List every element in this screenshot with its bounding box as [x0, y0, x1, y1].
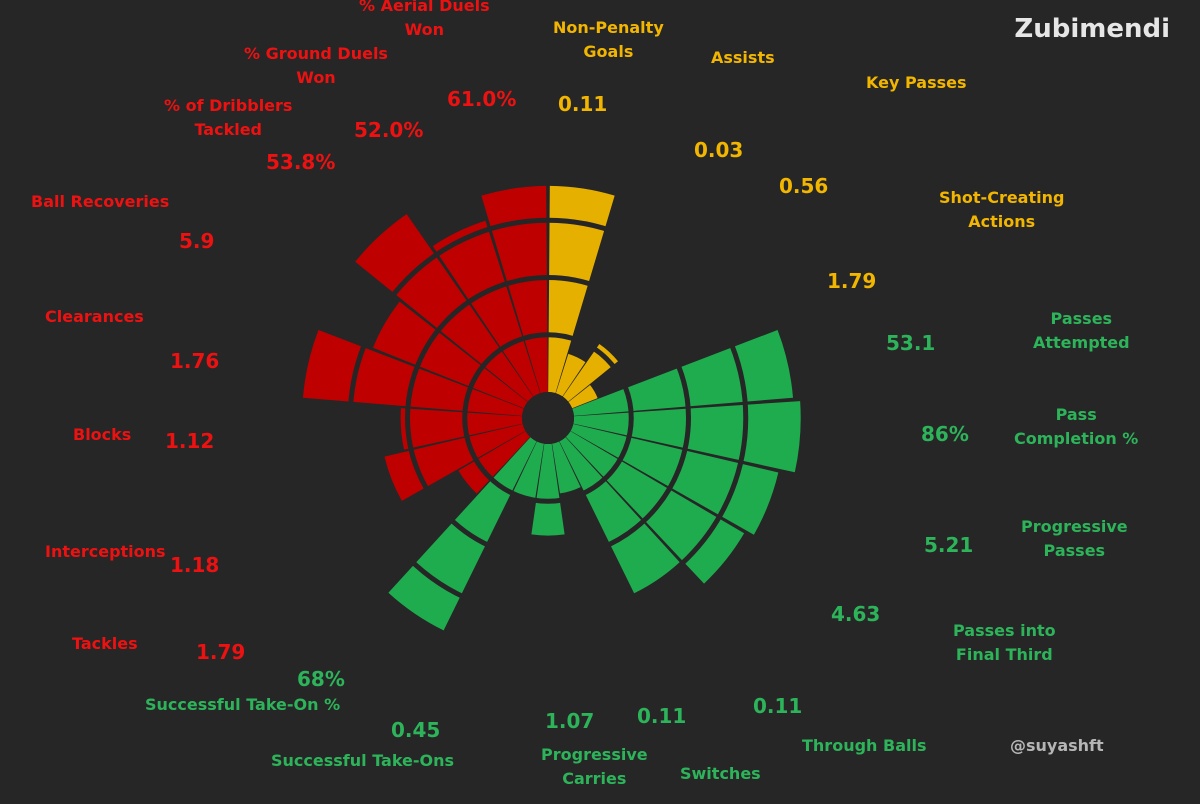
wedge-successful-take-ons — [512, 441, 544, 501]
metric-value-ground-duels-won: 52.0% — [354, 118, 424, 142]
credit: @suyashft — [1010, 736, 1104, 755]
wedge-of-dribblers-tackled — [355, 214, 534, 402]
metric-value-progressive-passes: 5.21 — [924, 533, 974, 557]
metric-value-passes-into-final-third: 4.63 — [831, 602, 881, 626]
metric-label-shot-creating-actions: Shot-Creating Actions — [939, 188, 1065, 231]
guide-ring-75 — [347, 217, 749, 619]
metric-value-passes-attempted: 53.1 — [886, 331, 936, 355]
metric-value-of-dribblers-tackled: 53.8% — [266, 150, 336, 174]
metric-value-pass-completion: 86% — [921, 422, 969, 446]
wedge-interceptions — [384, 423, 526, 501]
wedge-blocks — [400, 408, 523, 450]
center-hole — [522, 392, 574, 444]
metric-label-blocks: Blocks — [73, 425, 132, 444]
metric-label-non-penalty-goals: Non-Penalty Goals — [553, 18, 664, 61]
metric-label-pass-completion: Pass Completion % — [1014, 405, 1139, 448]
metric-label-through-balls: Through Balls — [802, 736, 927, 755]
metric-label-aerial-duels-won: % Aerial Duels Won — [359, 0, 490, 39]
metric-value-ball-recoveries: 5.9 — [179, 229, 215, 253]
wedge-progressive-carries — [531, 443, 565, 536]
metric-value-through-balls: 0.11 — [753, 694, 803, 718]
metric-value-tackles: 1.79 — [196, 640, 246, 664]
guide-ring-50 — [405, 275, 691, 561]
metric-label-successful-take-ons: Successful Take-Ons — [271, 751, 455, 770]
metric-value-aerial-duels-won: 61.0% — [447, 87, 517, 111]
metric-label-progressive-carries: Progressive Carries — [541, 745, 648, 788]
metric-label-key-passes: Key Passes — [866, 73, 967, 92]
metric-value-non-penalty-goals: 0.11 — [558, 92, 608, 116]
metric-label-interceptions: Interceptions — [45, 542, 166, 561]
wedge-ball-recoveries — [372, 301, 528, 409]
player-name: Zubimendi — [1014, 14, 1170, 44]
metric-label-successful-take-on: Successful Take-On % — [145, 695, 341, 714]
metric-value-interceptions: 1.18 — [170, 553, 220, 577]
guide-ring-25 — [462, 332, 634, 504]
wedge-ground-duels-won — [432, 220, 541, 397]
metric-value-assists: 0.03 — [694, 138, 744, 162]
metric-value-shot-creating-actions: 1.79 — [827, 269, 877, 293]
metric-value-successful-take-ons: 0.45 — [391, 718, 441, 742]
metric-label-tackles: Tackles — [72, 634, 138, 653]
metric-label-of-dribblers-tackled: % of Dribblers Tackled — [164, 96, 293, 139]
metric-label-passes-into-final-third: Passes into Final Third — [953, 621, 1056, 664]
metric-value-clearances: 1.76 — [170, 349, 220, 373]
metric-label-clearances: Clearances — [45, 307, 144, 326]
metric-value-switches: 0.11 — [637, 704, 687, 728]
wedge-switches — [552, 441, 581, 494]
wedge-tackles — [458, 431, 531, 494]
metric-value-progressive-carries: 1.07 — [545, 709, 595, 733]
metric-label-ball-recoveries: Ball Recoveries — [31, 192, 170, 211]
metric-label-progressive-passes: Progressive Passes — [1021, 517, 1128, 560]
metric-label-assists: Assists — [711, 48, 775, 67]
metric-value-key-passes: 0.56 — [779, 174, 829, 198]
wedge-aerial-duels-won — [481, 185, 548, 394]
metric-value-successful-take-on: 68% — [297, 667, 345, 691]
wedge-assists — [555, 353, 586, 397]
metric-label-ground-duels-won: % Ground Duels Won — [244, 44, 388, 87]
metric-label-switches: Switches — [680, 764, 761, 783]
wedge-shot-creating-actions — [568, 384, 598, 409]
wedge-through-balls — [559, 437, 680, 594]
wedge-non-penalty-goals — [548, 185, 615, 394]
metric-value-blocks: 1.12 — [165, 429, 215, 453]
metric-label-passes-attempted: Passes Attempted — [1033, 309, 1130, 352]
